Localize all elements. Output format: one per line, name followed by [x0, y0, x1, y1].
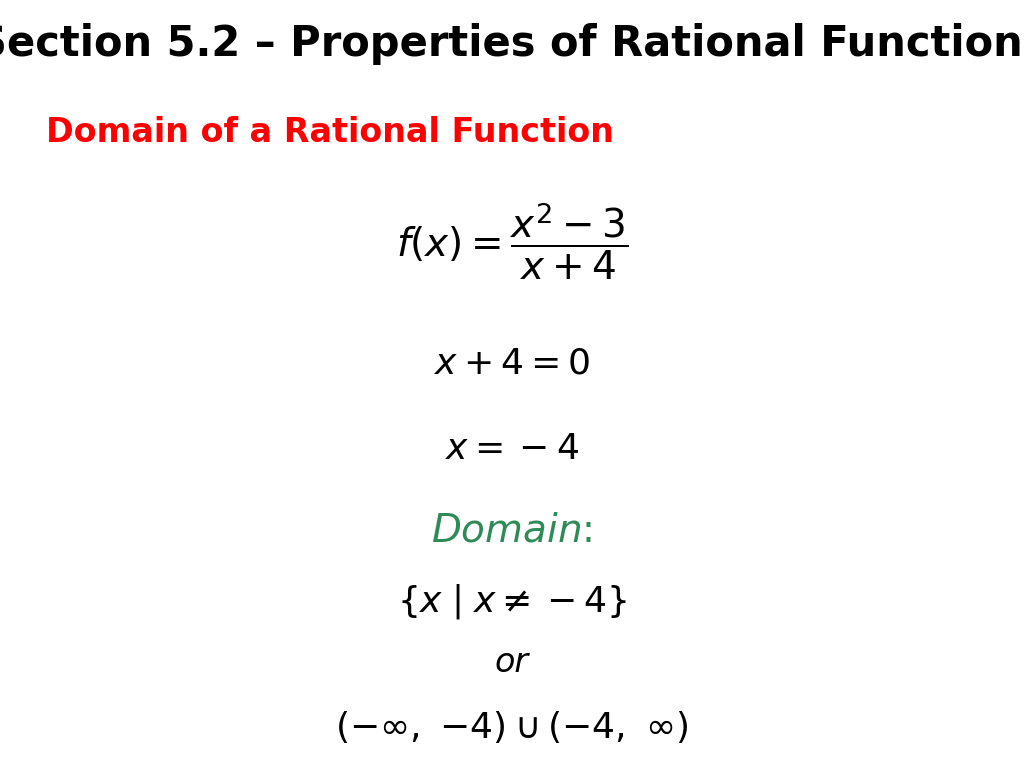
Text: $x + 4 = 0$: $x + 4 = 0$: [434, 346, 590, 381]
Text: Domain of a Rational Function: Domain of a Rational Function: [46, 116, 614, 149]
Text: $(-\infty,\ {-4}) \cup (-4,\ \infty)$: $(-\infty,\ {-4}) \cup (-4,\ \infty)$: [336, 709, 688, 745]
Text: Section 5.2 – Properties of Rational Functions: Section 5.2 – Properties of Rational Fun…: [0, 23, 1024, 65]
Text: $f(x) = \dfrac{x^2 - 3}{x + 4}$: $f(x) = \dfrac{x^2 - 3}{x + 4}$: [396, 200, 628, 282]
Text: $\{x \mid x \neq -4\}$: $\{x \mid x \neq -4\}$: [397, 582, 627, 621]
Text: or: or: [495, 646, 529, 679]
Text: $x = -4$: $x = -4$: [445, 432, 579, 465]
Text: $\mathit{Domain}$:: $\mathit{Domain}$:: [431, 511, 593, 549]
